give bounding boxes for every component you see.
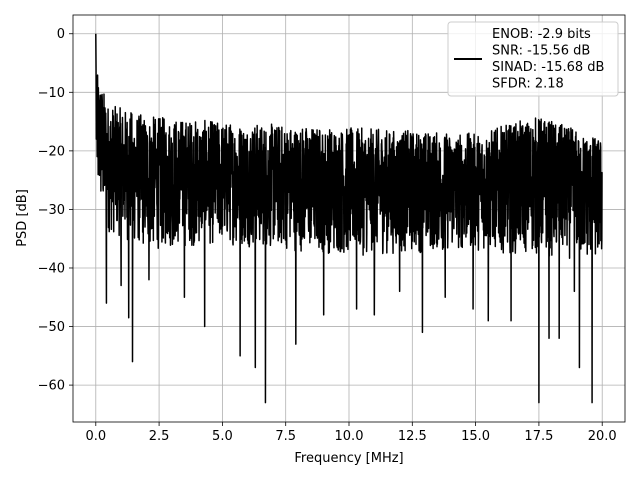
x-tick-label: 10.0 [335,429,364,444]
y-tick-label: −20 [38,144,65,159]
y-tick-label: −50 [38,320,65,335]
y-tick-label: 0 [57,27,65,42]
legend-entry: ENOB: -2.9 bits SNR: -15.56 dB SINAD: -15.… [492,27,604,92]
legend: ENOB: -2.9 bits SNR: -15.56 dB SINAD: -15.… [447,21,619,97]
x-tick-label: 0.0 [85,429,106,444]
y-tick-label: −30 [38,203,65,218]
legend-line: SINAD: -15.68 dB [492,60,604,75]
legend-box [447,21,619,97]
x-tick-label: 17.5 [524,429,553,444]
x-tick-label: 7.5 [275,429,296,444]
x-tick-label: 2.5 [149,429,170,444]
y-tick-label: −10 [38,86,65,101]
legend-line: SFDR: 2.18 [492,77,564,92]
x-tick-label: 20.0 [588,429,617,444]
x-axis-ticks: 0.0 2.5 5.0 7.5 10.0 12.5 15.0 17.5 20.0 [85,422,617,444]
x-tick-label: 15.0 [461,429,490,444]
x-axis-label: Frequency [MHz] [294,451,403,466]
legend-line: ENOB: -2.9 bits [492,27,591,42]
y-tick-label: −40 [38,261,65,276]
y-axis-label: PSD [dB] [15,189,30,247]
y-axis-ticks: 0 −10 −20 −30 −40 −50 −60 [38,27,73,394]
x-tick-label: 12.5 [398,429,427,444]
x-tick-label: 5.0 [212,429,233,444]
psd-line [95,33,603,404]
y-tick-label: −60 [38,379,65,394]
legend-line: SNR: -15.56 dB [492,44,590,59]
